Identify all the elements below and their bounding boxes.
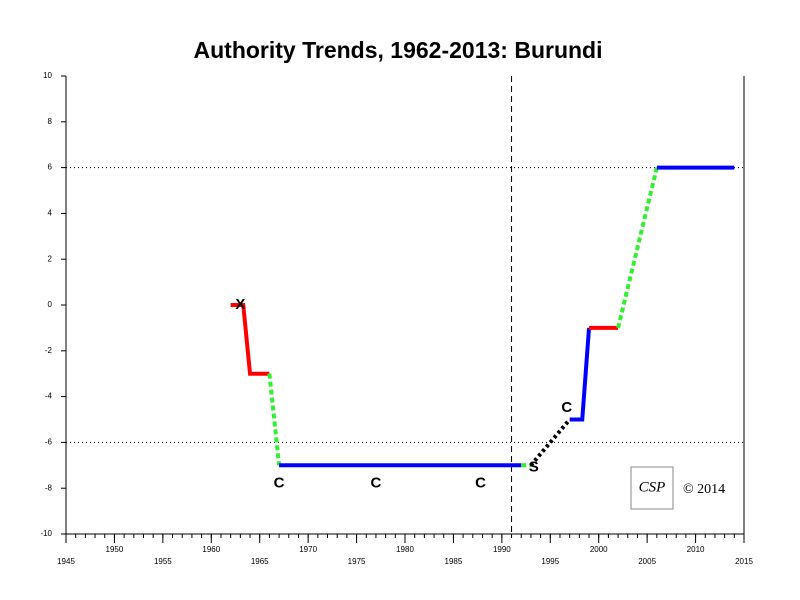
event-marker: S bbox=[529, 459, 539, 476]
y-tick-label: 10 bbox=[43, 71, 52, 80]
x-tick-label: 1945 bbox=[57, 557, 75, 566]
x-tick-label: 2015 bbox=[735, 557, 753, 566]
y-tick-label: 8 bbox=[48, 117, 53, 126]
y-tick-label: 4 bbox=[48, 209, 53, 218]
x-tick-label: 1985 bbox=[445, 557, 463, 566]
trend-line bbox=[230, 303, 270, 376]
y-tick-label: -6 bbox=[45, 438, 53, 447]
x-tick-label: 1950 bbox=[106, 545, 124, 554]
logo: CSP bbox=[639, 479, 666, 495]
trend-line bbox=[529, 418, 572, 467]
y-tick-label: 6 bbox=[48, 163, 53, 172]
logo-box bbox=[630, 466, 674, 510]
y-tick-label: 0 bbox=[48, 300, 53, 309]
x-tick-label: 1990 bbox=[493, 545, 511, 554]
x-tick-label: 1975 bbox=[348, 557, 366, 566]
x-tick-label: 1965 bbox=[251, 557, 269, 566]
y-tick-label: -2 bbox=[45, 346, 53, 355]
trend-line bbox=[616, 167, 659, 329]
copyright: © 2014 bbox=[683, 482, 725, 497]
x-tick-label: 1995 bbox=[541, 557, 559, 566]
y-tick-label: 2 bbox=[48, 254, 53, 263]
x-tick-label: 2000 bbox=[590, 545, 608, 554]
x-tick-label: 1960 bbox=[202, 545, 220, 554]
chart-title: Authority Trends, 1962-2013: Burundi bbox=[194, 37, 603, 63]
x-tick-label: 1970 bbox=[299, 545, 317, 554]
event-marker: C bbox=[561, 399, 572, 416]
event-marker: X bbox=[235, 296, 245, 313]
x-tick-label: 2005 bbox=[638, 557, 656, 566]
event-marker: C bbox=[371, 475, 382, 492]
x-tick-label: 2010 bbox=[687, 545, 705, 554]
trend-line bbox=[267, 373, 282, 466]
trend-line bbox=[569, 327, 592, 422]
event-marker: C bbox=[475, 475, 486, 492]
y-tick-label: -10 bbox=[40, 529, 52, 538]
event-marker: C bbox=[274, 475, 285, 492]
y-tick-label: -8 bbox=[45, 483, 53, 492]
y-tick-label: -4 bbox=[45, 392, 53, 401]
x-tick-label: 1980 bbox=[396, 545, 414, 554]
x-tick-label: 1955 bbox=[154, 557, 172, 566]
